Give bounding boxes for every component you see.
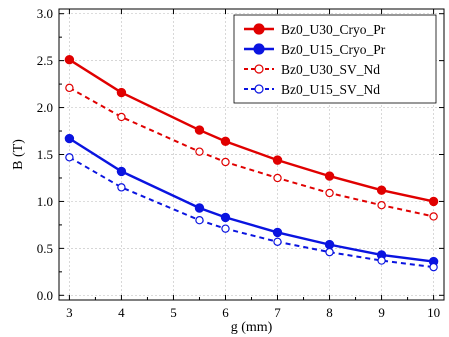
x-axis-title: g (mm) — [231, 320, 273, 335]
data-point — [221, 224, 230, 233]
legend-marker — [253, 43, 265, 55]
series-Bz0_U15_SV_Nd — [65, 153, 438, 272]
data-point — [195, 216, 204, 225]
legend-label: Bz0_U30_Cryo_Pr — [281, 22, 386, 37]
data-point — [429, 212, 438, 221]
x-tick-label: 4 — [118, 305, 125, 320]
x-tick-label: 3 — [66, 305, 73, 320]
legend-marker — [254, 84, 264, 94]
x-tick-label: 9 — [378, 305, 385, 320]
data-point — [64, 133, 75, 144]
series-line — [68, 137, 434, 263]
data-point — [117, 183, 126, 192]
data-point — [272, 155, 283, 165]
data-point — [194, 203, 205, 213]
data-point — [195, 147, 204, 156]
data-point — [272, 227, 283, 238]
data-point — [376, 185, 387, 195]
y-tick-label: 0.0 — [37, 288, 53, 303]
data-point — [428, 196, 439, 207]
data-point — [377, 256, 386, 265]
y-tick-label: 2.5 — [37, 53, 53, 68]
axis-ticks: 3 4 5 6 7 8 9 10 0.0 0.5 1.0 1.5 2.0 2.5 3.0 — [37, 6, 444, 320]
series-layer — [64, 54, 439, 272]
x-tick-label: 7 — [274, 305, 281, 320]
legend-marker — [254, 64, 264, 74]
series-Bz0_U30_Cryo_Pr — [64, 54, 439, 207]
y-tick-label: 1.5 — [37, 147, 53, 162]
legend: Bz0_U30_Cryo_Pr Bz0_U15_Cryo_Pr Bz0_U30_SV… — [233, 14, 437, 104]
data-point — [65, 83, 74, 93]
y-axis-title: B (T) — [11, 139, 26, 170]
x-tick-label: 10 — [427, 305, 440, 320]
legend-label: Bz0_U15_SV_Nd — [281, 82, 380, 97]
data-point — [220, 212, 231, 223]
data-point — [220, 136, 231, 147]
series-line — [68, 86, 434, 218]
x-tick-label: 5 — [170, 305, 177, 320]
y-tick-label: 1.0 — [37, 194, 53, 209]
series-Bz0_U15_Cryo_Pr — [64, 133, 439, 267]
data-point — [194, 125, 205, 135]
data-point — [117, 112, 126, 122]
legend-marker — [253, 23, 265, 35]
x-tick-label: 6 — [222, 305, 229, 320]
series-line — [68, 156, 434, 269]
y-tick-label: 0.5 — [37, 241, 53, 256]
data-point — [64, 54, 75, 65]
data-point — [325, 188, 334, 198]
data-point — [377, 200, 386, 210]
x-tick-label: 8 — [326, 305, 333, 320]
data-point — [429, 262, 438, 272]
data-point — [116, 166, 127, 177]
y-tick-label: 3.0 — [37, 6, 53, 21]
data-point — [273, 237, 282, 246]
data-point — [221, 157, 230, 167]
data-point — [325, 247, 334, 257]
legend-label: Bz0_U15_Cryo_Pr — [281, 42, 386, 57]
series-line — [68, 58, 434, 203]
data-point — [324, 171, 335, 181]
legend-label: Bz0_U30_SV_Nd — [281, 62, 380, 77]
data-point — [65, 153, 74, 162]
y-tick-label: 2.0 — [37, 100, 53, 115]
data-point — [116, 87, 127, 98]
series-Bz0_U30_SV_Nd — [65, 83, 438, 221]
data-point — [273, 173, 282, 183]
data-point — [324, 239, 335, 250]
